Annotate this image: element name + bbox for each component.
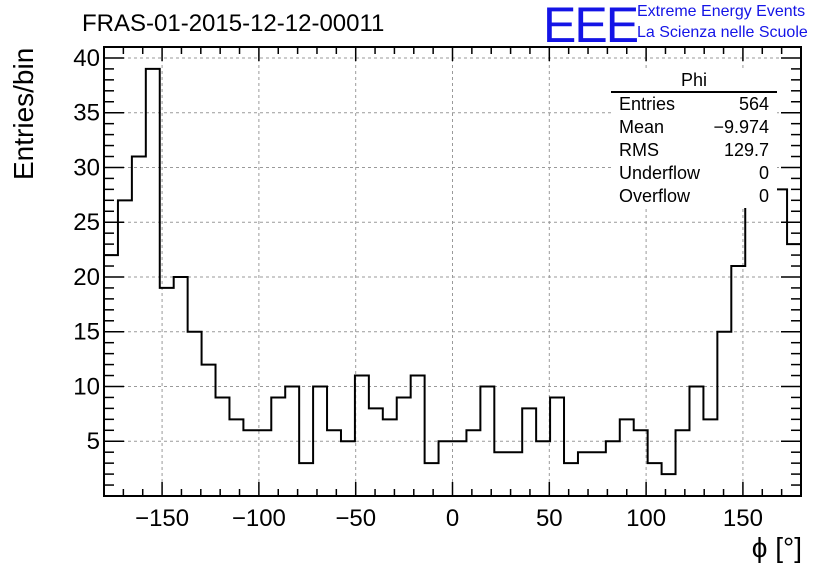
y-tick-label: 25	[73, 209, 100, 236]
x-tick-label: 100	[626, 505, 666, 532]
y-tick-label: 15	[73, 319, 100, 346]
x-tick-label: −50	[335, 505, 376, 532]
stats-label: RMS	[619, 140, 659, 160]
stats-row-mean: Mean −9.974	[611, 116, 777, 139]
stats-label: Underflow	[619, 163, 701, 183]
stats-label: Entries	[619, 94, 676, 114]
stats-box: Phi Entries 564 Mean −9.974 RMS 129.7 Un…	[611, 70, 777, 208]
stats-row-overflow: Overflow 0	[611, 185, 777, 208]
stats-value: 129.7	[723, 140, 769, 160]
stats-label: Overflow	[619, 186, 691, 206]
logo-subtitle-line2: La Scienza nelle Scuole	[637, 24, 808, 41]
stats-value: 0	[758, 163, 769, 183]
x-tick-label: 50	[536, 505, 563, 532]
x-axis-label: ϕ [°]	[751, 532, 802, 563]
stats-label: Mean	[619, 117, 665, 137]
y-tick-label: 10	[73, 373, 100, 400]
y-axis-label: Entries/bin	[8, 47, 39, 180]
tick-labels: −150 −100 −50 0 50 100 150 5 10 15 20 25 30 35 40	[73, 45, 763, 532]
stats-row-entries: Entries 564	[611, 93, 777, 116]
x-tick-label: −150	[135, 505, 189, 532]
stats-title: Phi	[611, 70, 777, 93]
stats-value: 0	[758, 186, 769, 206]
y-tick-label: 5	[87, 428, 100, 455]
y-tick-label: 40	[73, 45, 100, 72]
stats-row-rms: RMS 129.7	[611, 139, 777, 162]
y-tick-label: 35	[73, 100, 100, 127]
logo-subtitle-line1: Extreme Energy Events	[637, 3, 806, 20]
stats-row-underflow: Underflow 0	[611, 162, 777, 185]
stats-value: 564	[738, 94, 769, 114]
axis-ticks	[103, 46, 802, 496]
stats-value: −9.974	[713, 117, 769, 137]
eee-logo: EEE	[543, 0, 639, 53]
x-tick-label: 0	[446, 505, 459, 532]
y-tick-label: 30	[73, 154, 100, 181]
x-tick-label: −100	[232, 505, 286, 532]
y-tick-label: 20	[73, 264, 100, 291]
chart-title: FRAS-01-2015-12-12-00011	[82, 10, 385, 37]
x-tick-label: 150	[723, 505, 763, 532]
histogram-step-line	[104, 67, 801, 476]
